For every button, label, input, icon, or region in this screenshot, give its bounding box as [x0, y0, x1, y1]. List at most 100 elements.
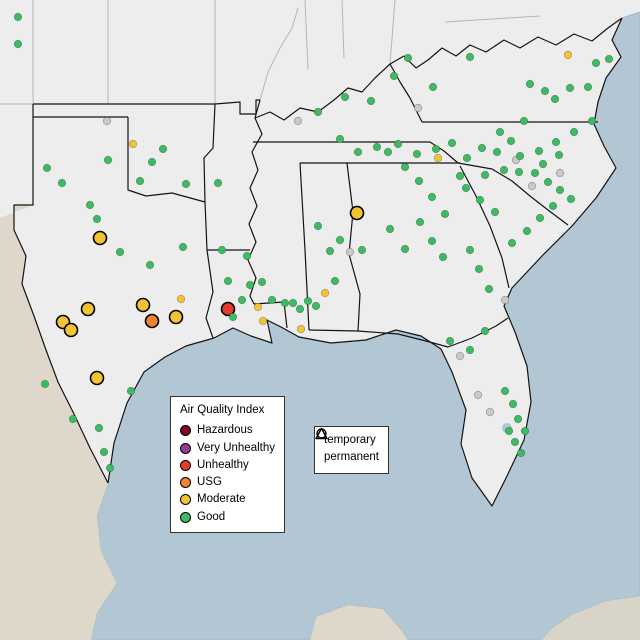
aqi-station-marker[interactable]	[413, 103, 423, 113]
aqi-station-marker[interactable]	[440, 209, 450, 219]
aqi-station-marker[interactable]	[477, 143, 487, 153]
aqi-station-marker[interactable]	[492, 147, 502, 157]
aqi-station-marker[interactable]	[13, 12, 23, 22]
aqi-station-marker[interactable]	[288, 298, 298, 308]
aqi-station-marker[interactable]	[455, 351, 465, 361]
aqi-station-marker[interactable]	[513, 414, 523, 424]
aqi-station-marker[interactable]	[313, 107, 323, 117]
aqi-station-marker[interactable]	[438, 252, 448, 262]
aqi-station-marker[interactable]	[569, 127, 579, 137]
aqi-station-marker[interactable]	[490, 207, 500, 217]
aqi-station-marker[interactable]	[144, 313, 160, 329]
aqi-station-marker[interactable]	[296, 324, 306, 334]
aqi-station-marker[interactable]	[465, 52, 475, 62]
aqi-station-marker[interactable]	[475, 195, 485, 205]
aqi-station-marker[interactable]	[345, 247, 355, 257]
aqi-station-marker[interactable]	[242, 251, 252, 261]
aqi-station-marker[interactable]	[520, 426, 530, 436]
aqi-station-marker[interactable]	[543, 177, 553, 187]
aqi-station-marker[interactable]	[525, 79, 535, 89]
aqi-station-marker[interactable]	[237, 295, 247, 305]
aqi-station-marker[interactable]	[393, 139, 403, 149]
aqi-station-marker[interactable]	[335, 134, 345, 144]
aqi-station-marker[interactable]	[565, 83, 575, 93]
aqi-station-marker[interactable]	[311, 301, 321, 311]
aqi-station-marker[interactable]	[383, 147, 393, 157]
aqi-station-marker[interactable]	[400, 162, 410, 172]
aqi-station-marker[interactable]	[514, 167, 524, 177]
aqi-station-marker[interactable]	[353, 147, 363, 157]
aqi-station-marker[interactable]	[330, 276, 340, 286]
aqi-station-marker[interactable]	[462, 153, 472, 163]
aqi-station-marker[interactable]	[213, 178, 223, 188]
aqi-station-marker[interactable]	[99, 447, 109, 457]
aqi-station-marker[interactable]	[245, 280, 255, 290]
aqi-station-marker[interactable]	[257, 277, 267, 287]
aqi-station-marker[interactable]	[80, 301, 96, 317]
aqi-station-marker[interactable]	[217, 245, 227, 255]
aqi-station-marker[interactable]	[115, 247, 125, 257]
aqi-station-marker[interactable]	[555, 185, 565, 195]
aqi-station-marker[interactable]	[94, 423, 104, 433]
aqi-station-marker[interactable]	[128, 139, 138, 149]
aqi-station-marker[interactable]	[181, 179, 191, 189]
aqi-station-marker[interactable]	[280, 298, 290, 308]
aqi-station-marker[interactable]	[13, 39, 23, 49]
aqi-station-marker[interactable]	[548, 201, 558, 211]
aqi-station-marker[interactable]	[40, 379, 50, 389]
aqi-station-marker[interactable]	[147, 157, 157, 167]
aqi-station-marker[interactable]	[428, 82, 438, 92]
aqi-station-marker[interactable]	[415, 217, 425, 227]
aqi-station-marker[interactable]	[412, 149, 422, 159]
aqi-station-marker[interactable]	[223, 276, 233, 286]
aqi-station-marker[interactable]	[126, 386, 136, 396]
aqi-station-marker[interactable]	[258, 316, 268, 326]
aqi-station-marker[interactable]	[445, 336, 455, 346]
aqi-station-marker[interactable]	[267, 295, 277, 305]
aqi-station-marker[interactable]	[480, 170, 490, 180]
aqi-station-marker[interactable]	[534, 146, 544, 156]
aqi-station-marker[interactable]	[604, 54, 614, 64]
aqi-station-marker[interactable]	[535, 213, 545, 223]
aqi-station-marker[interactable]	[145, 260, 155, 270]
aqi-station-marker[interactable]	[455, 171, 465, 181]
aqi-station-marker[interactable]	[504, 426, 514, 436]
aqi-station-marker[interactable]	[427, 192, 437, 202]
aqi-station-marker[interactable]	[293, 116, 303, 126]
aqi-station-marker[interactable]	[325, 246, 335, 256]
aqi-station-marker[interactable]	[176, 294, 186, 304]
aqi-station-marker[interactable]	[228, 312, 238, 322]
aqi-station-marker[interactable]	[414, 176, 424, 186]
aqi-station-marker[interactable]	[102, 116, 112, 126]
aqi-station-marker[interactable]	[85, 200, 95, 210]
aqi-station-marker[interactable]	[349, 205, 365, 221]
aqi-station-marker[interactable]	[253, 302, 263, 312]
aqi-station-marker[interactable]	[433, 153, 443, 163]
aqi-station-marker[interactable]	[515, 151, 525, 161]
aqi-station-marker[interactable]	[465, 345, 475, 355]
aqi-station-marker[interactable]	[583, 82, 593, 92]
aqi-station-marker[interactable]	[506, 136, 516, 146]
aqi-station-marker[interactable]	[555, 168, 565, 178]
aqi-station-marker[interactable]	[103, 155, 113, 165]
aqi-station-marker[interactable]	[447, 138, 457, 148]
aqi-station-marker[interactable]	[516, 448, 526, 458]
aqi-station-marker[interactable]	[563, 50, 573, 60]
aqi-station-marker[interactable]	[89, 370, 105, 386]
aqi-station-marker[interactable]	[484, 284, 494, 294]
aqi-station-marker[interactable]	[158, 144, 168, 154]
aqi-station-marker[interactable]	[313, 221, 323, 231]
aqi-station-marker[interactable]	[400, 244, 410, 254]
aqi-station-marker[interactable]	[135, 297, 151, 313]
aqi-station-marker[interactable]	[340, 92, 350, 102]
aqi-station-marker[interactable]	[473, 390, 483, 400]
aqi-station-marker[interactable]	[500, 295, 510, 305]
aqi-station-marker[interactable]	[295, 304, 305, 314]
aqi-station-marker[interactable]	[591, 58, 601, 68]
aqi-station-marker[interactable]	[587, 116, 597, 126]
aqi-station-marker[interactable]	[508, 399, 518, 409]
aqi-station-marker[interactable]	[135, 176, 145, 186]
aqi-station-marker[interactable]	[372, 142, 382, 152]
aqi-station-marker[interactable]	[105, 463, 115, 473]
aqi-station-marker[interactable]	[335, 235, 345, 245]
